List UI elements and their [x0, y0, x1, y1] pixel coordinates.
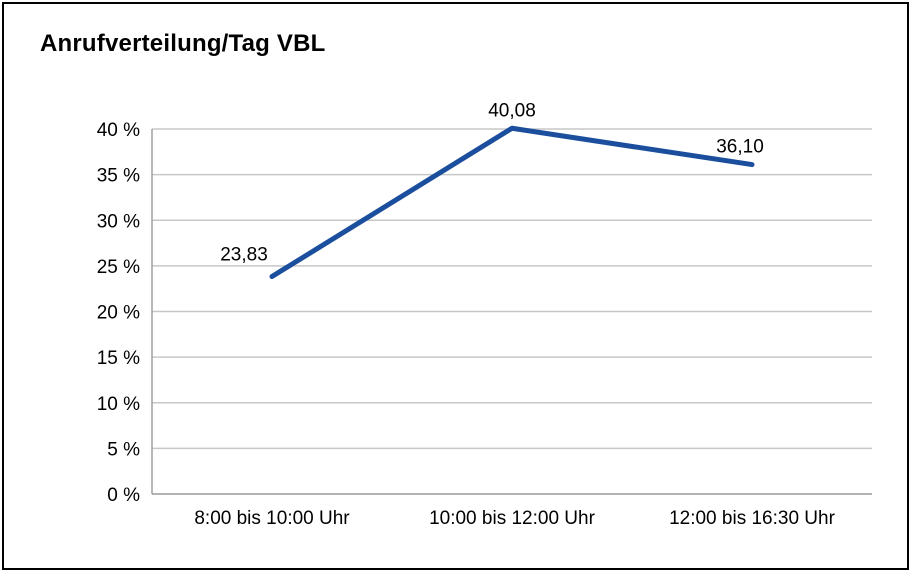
y-tick-label: 15 %	[97, 348, 140, 369]
data-point-label: 23,83	[220, 245, 268, 266]
chart-frame: Anrufverteilung/Tag VBL 0 % 5 % 10 % 15 % 20…	[2, 2, 909, 570]
y-tick-label: 0 %	[107, 485, 140, 506]
y-tick-label: 20 %	[97, 303, 140, 324]
y-tick-label: 5 %	[107, 439, 140, 460]
y-tick-label: 40 %	[97, 120, 140, 141]
x-category-label: 10:00 bis 12:00 Uhr	[429, 508, 596, 529]
x-category-label: 12:00 bis 16:30 Uhr	[669, 508, 836, 529]
data-point-label: 36,10	[716, 137, 764, 158]
line-chart: 0 % 5 % 10 % 15 % 20 % 25 % 30 % 35 % 40 % 8:00 b…	[97, 100, 872, 529]
y-tick-label: 10 %	[97, 394, 140, 415]
y-tick-label: 35 %	[97, 166, 140, 187]
chart-title: Anrufverteilung/Tag VBL	[40, 30, 326, 57]
x-category-label: 8:00 bis 10:00 Uhr	[194, 508, 350, 529]
y-tick-label: 25 %	[97, 257, 140, 278]
data-point-label: 40,08	[488, 100, 536, 121]
series-line	[269, 125, 755, 280]
y-tick-label: 30 %	[97, 211, 140, 232]
